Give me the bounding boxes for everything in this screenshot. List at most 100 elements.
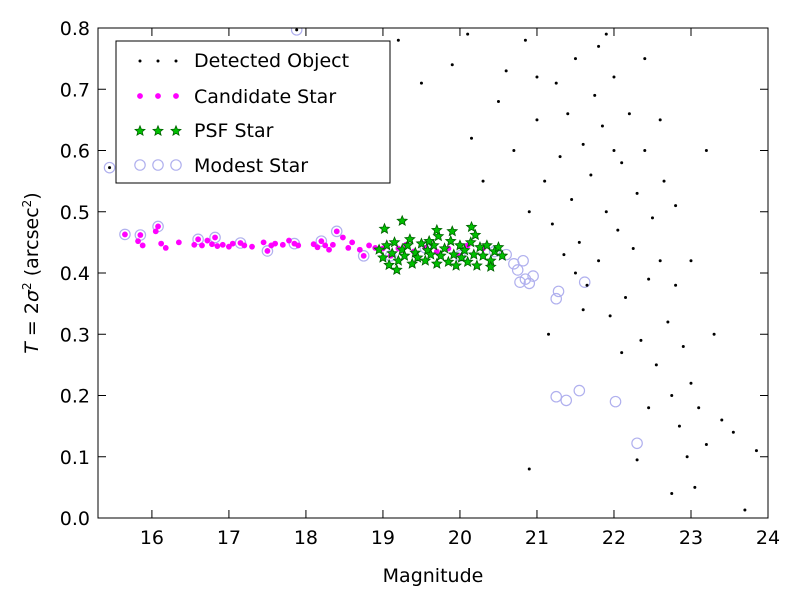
data-point [119,228,131,241]
legend-marker-star [134,124,182,137]
data-point [318,238,325,245]
series-psf-star [373,214,509,275]
data-point [290,28,303,36]
data-point [377,251,389,263]
legend-item-psf-star: PSF Star [134,120,274,142]
data-point [681,345,685,348]
data-point [581,308,585,312]
legend-marker [174,59,178,63]
data-point [191,241,198,248]
data-point [480,239,493,251]
y-tick-label: 0.5 [60,202,90,224]
data-point [566,112,570,116]
data-point [631,437,643,450]
data-point [212,234,218,241]
legend-marker-open-circle [134,159,182,171]
data-point [658,259,662,263]
data-point [608,314,612,318]
data-point [152,228,159,235]
data-point [261,245,274,257]
data-point [315,235,328,247]
y-tick-label: 0.2 [60,386,90,408]
data-point [612,149,616,152]
data-point [199,242,205,249]
data-point [677,424,681,428]
data-point [260,239,267,246]
data-point [547,332,551,336]
x-tick-label: 22 [602,527,626,549]
data-point [535,75,539,79]
data-point [419,254,432,266]
data-point [357,250,370,262]
data-point [349,239,356,246]
data-point [406,257,419,269]
data-point [562,253,566,257]
legend-marker [152,159,164,171]
data-point [492,241,505,253]
y-tick-label: 0.8 [60,18,90,40]
x-tick-label: 19 [371,527,395,549]
legend-label: Modest Star [194,155,308,177]
data-point [647,277,651,281]
data-point [192,233,204,246]
data-point [175,239,182,246]
data-point [720,418,724,422]
data-point [631,247,635,250]
data-point [585,283,589,287]
data-point [241,242,248,249]
data-point [639,338,643,342]
x-tick-label: 24 [756,527,780,549]
data-point [496,249,509,261]
data-point [249,243,255,250]
data-point [209,241,215,248]
x-tick-label: 16 [140,527,164,549]
data-point [226,243,232,250]
data-point [326,246,332,253]
data-point [693,485,697,489]
data-point [685,455,689,459]
data-point [378,222,391,234]
data-point [577,240,581,244]
data-point [310,241,317,248]
data-point [450,259,463,271]
data-point [470,136,474,140]
plot-area [103,28,758,512]
data-point [432,230,445,242]
y-tick-label: 0.0 [60,508,90,530]
data-point [620,161,624,165]
data-point [560,394,573,407]
data-point [423,234,436,247]
data-point [647,406,651,410]
data-point [329,241,336,248]
data-point [689,259,693,263]
data-point [396,38,400,42]
x-tick-label: 21 [525,527,549,549]
data-point [519,273,532,285]
data-point [330,225,343,238]
data-point [403,233,416,245]
data-point [434,249,447,261]
y-tick-label: 0.4 [60,263,90,285]
data-point [103,161,116,174]
data-point [219,241,226,248]
data-point [333,228,340,235]
data-point [322,242,329,249]
x-tick-label: 20 [448,527,472,549]
data-point [670,394,674,397]
data-point [504,69,508,73]
data-point [272,240,279,247]
data-point [424,248,437,260]
data-point [552,285,565,298]
data-point [604,210,608,214]
data-point [643,149,647,152]
data-point [674,204,678,208]
data-point [550,390,563,403]
data-point [643,57,647,61]
data-point [662,179,666,183]
data-point [444,234,457,247]
data-point [670,492,674,495]
data-point [158,240,165,247]
data-point [366,242,372,249]
data-point [430,257,443,269]
